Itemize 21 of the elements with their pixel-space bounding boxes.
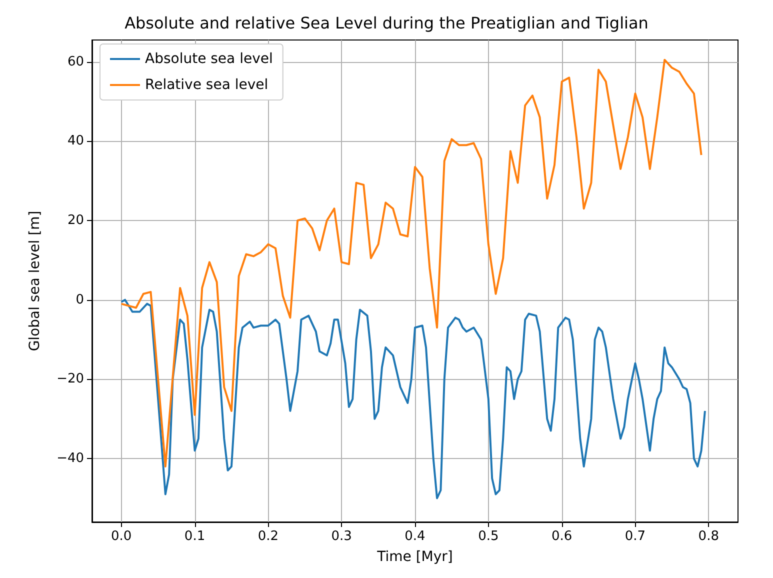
y-tick-label: 60	[67, 54, 84, 70]
y-axis-title: Global sea level [m]	[27, 210, 43, 352]
y-tick-label: −20	[56, 372, 84, 387]
y-tick-label: −40	[56, 451, 84, 466]
x-axis-title: Time [Myr]	[376, 549, 453, 565]
y-tick-label: 0	[76, 292, 84, 308]
legend-label: Relative sea level	[145, 77, 268, 93]
x-tick-label: 0.1	[184, 529, 206, 544]
x-tick-label: 0.4	[404, 529, 426, 544]
x-tick-label: 0.8	[698, 529, 719, 544]
x-tick-label: 0.0	[111, 529, 132, 544]
x-tick-label: 0.2	[258, 529, 279, 544]
legend-label: Absolute sea level	[145, 51, 273, 67]
y-tick-label: 40	[67, 134, 84, 149]
x-tick-label: 0.6	[551, 529, 572, 544]
y-tick-label: 20	[67, 213, 84, 228]
x-tick-label: 0.3	[331, 529, 352, 544]
x-tick-label: 0.5	[478, 529, 499, 544]
x-tick-label: 0.7	[624, 529, 646, 544]
line-series	[120, 298, 706, 500]
chart-title: Absolute and relative Sea Level during the Preatiglian and Tiglian	[124, 14, 648, 32]
